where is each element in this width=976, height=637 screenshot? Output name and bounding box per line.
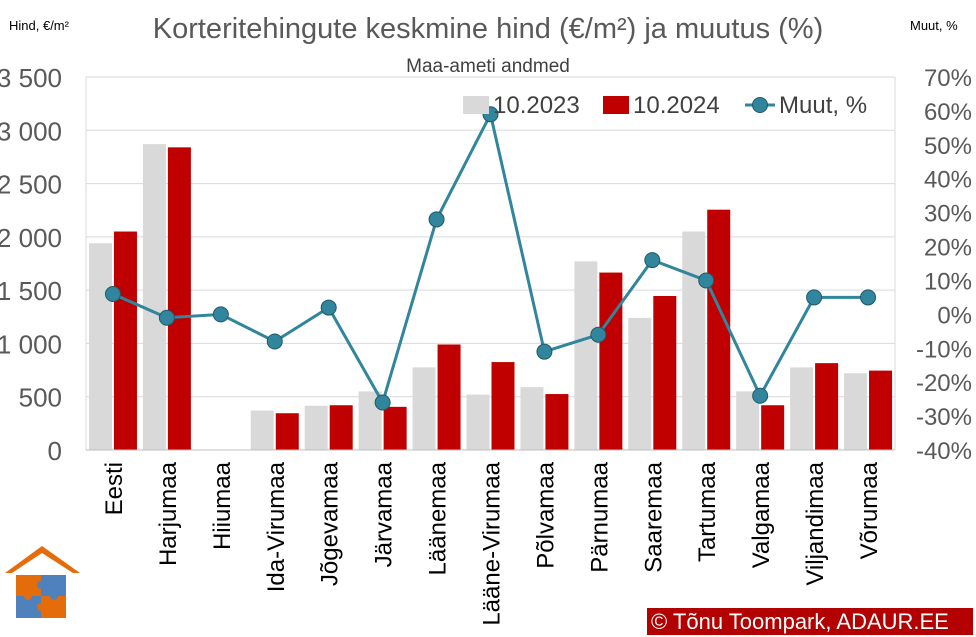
y-tick-label: 500 <box>19 383 62 413</box>
chart-title: Korteritehingute keskmine hind (€/m²) ja… <box>153 13 823 45</box>
y2-tick-label: 50% <box>924 133 972 160</box>
bar-10.2023 <box>142 144 166 450</box>
y-tick-label: 0 <box>48 436 62 466</box>
y-tick-label: 2 000 <box>0 223 62 253</box>
bar-10.2023 <box>466 394 490 450</box>
bar-10.2023 <box>250 410 274 450</box>
category-label: Võrumaa <box>856 461 883 559</box>
bar-10.2024 <box>761 405 785 450</box>
legend-swatch <box>463 96 489 114</box>
legend-label: 10.2024 <box>633 92 720 119</box>
change-point <box>536 343 553 360</box>
bar-10.2024 <box>491 362 515 450</box>
bar-10.2024 <box>167 147 191 450</box>
bars <box>88 144 893 450</box>
bar-10.2023 <box>574 261 598 450</box>
bar-10.2023 <box>520 387 544 450</box>
category-label: Viljandimaa <box>802 461 829 585</box>
y2-tick-label: -10% <box>916 336 972 363</box>
bar-10.2023 <box>88 243 112 450</box>
gridlines <box>86 76 895 398</box>
y2-tick-label: 70% <box>924 65 972 92</box>
bar-10.2023 <box>682 231 706 450</box>
category-label: Lääne-Virumaa <box>479 461 506 625</box>
category-label: Saaremaa <box>640 461 667 572</box>
bar-10.2023 <box>736 391 760 450</box>
bar-10.2023 <box>304 405 328 450</box>
bar-10.2024 <box>275 413 299 450</box>
change-point <box>320 299 337 316</box>
y-tick-label: 3 500 <box>0 63 62 93</box>
change-line <box>104 106 877 411</box>
legend-swatch <box>603 96 629 114</box>
change-point <box>266 333 283 350</box>
category-label: Põlvamaa <box>532 461 559 568</box>
category-label: Läänemaa <box>425 461 452 575</box>
bar-10.2024 <box>707 209 731 450</box>
category-label: Jõgevamaa <box>317 461 344 586</box>
change-point <box>428 211 445 228</box>
bar-10.2024 <box>599 272 623 450</box>
y2-tick-label: 30% <box>924 201 972 228</box>
y2-tick-label: 10% <box>924 268 972 295</box>
change-point <box>644 252 661 269</box>
bar-10.2024 <box>815 363 839 450</box>
bar-10.2024 <box>545 394 569 450</box>
y-axis-right-label: Muut, % <box>910 18 958 33</box>
legend-label: Muut, % <box>779 92 867 119</box>
category-label: Tartumaa <box>694 461 721 562</box>
bar-10.2024 <box>113 231 137 450</box>
bar-10.2023 <box>844 373 868 450</box>
chart-subtitle: Maa-ameti andmed <box>406 56 570 77</box>
legend: 10.2023 10.2024 Muut, % <box>463 92 867 119</box>
adaur-logo <box>5 546 80 618</box>
change-point <box>860 289 877 306</box>
y2-tick-label: -20% <box>916 370 972 397</box>
change-point <box>158 309 175 326</box>
y2-tick-label: 20% <box>924 235 972 262</box>
category-label: Järvamaa <box>371 461 398 567</box>
category-label: Hiiumaa <box>209 461 236 550</box>
change-line-path <box>112 109 869 407</box>
y2-tick-label: 0% <box>937 302 972 329</box>
bar-10.2023 <box>790 367 814 450</box>
y2-tick-label: -40% <box>916 438 972 465</box>
y-tick-label: 1 500 <box>0 276 62 306</box>
category-label: Harjumaa <box>155 461 182 566</box>
y-tick-label: 1 000 <box>0 329 62 359</box>
change-point <box>590 326 607 343</box>
y-tick-label: 2 500 <box>0 170 62 200</box>
category-labels: Eesti Harjumaa Hiiumaa Ida-Virumaa Jõgevamaa… <box>101 461 883 625</box>
change-point <box>752 387 769 404</box>
y2-tick-label: 40% <box>924 167 972 194</box>
y-tick-label: 3 000 <box>0 116 62 146</box>
y2-tick-label: -30% <box>916 404 972 431</box>
y2-tick-label: 60% <box>924 99 972 126</box>
legend-label: 10.2023 <box>493 92 580 119</box>
bar-10.2024 <box>653 296 677 450</box>
bar-10.2024 <box>437 344 461 450</box>
change-point <box>806 289 823 306</box>
axes: 0 500 1 000 1 500 2 000 2 500 3 000 3 500 -40% -3… <box>0 63 972 466</box>
change-point <box>104 286 121 303</box>
bar-10.2024 <box>869 370 893 450</box>
category-label: Valgamaa <box>748 461 775 568</box>
bar-10.2024 <box>329 405 353 450</box>
category-label: Ida-Virumaa <box>263 461 290 592</box>
credit-badge: © Tõnu Toompark, ADAUR.EE <box>647 608 973 635</box>
legend-marker <box>752 97 768 113</box>
bar-10.2023 <box>628 317 652 450</box>
category-label: Pärnumaa <box>586 461 613 572</box>
change-point <box>212 306 229 323</box>
y-axis-left-label: Hind, €/m² <box>9 18 70 33</box>
change-point <box>698 272 715 289</box>
category-label: Eesti <box>101 462 128 515</box>
change-point <box>374 394 391 411</box>
bar-10.2024 <box>383 406 407 450</box>
bar-10.2023 <box>412 367 436 450</box>
